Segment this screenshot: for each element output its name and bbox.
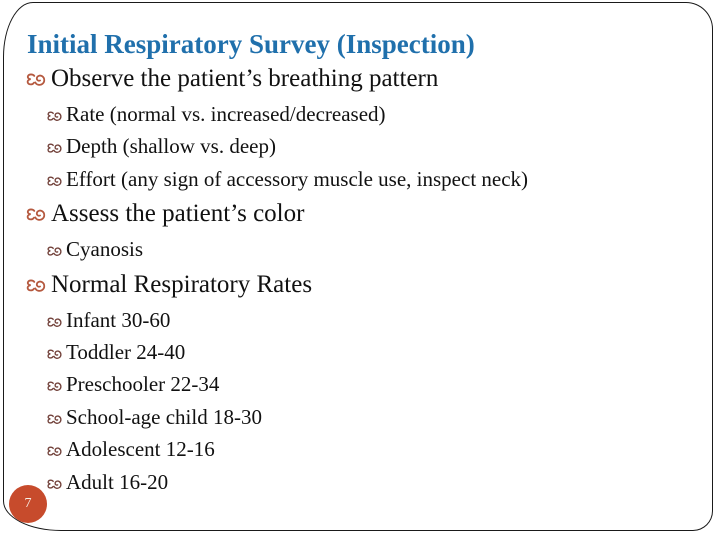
bullet-item: Rate (normal vs. increased/decreased)	[46, 98, 708, 130]
slide-title: Initial Respiratory Survey (Inspection)	[27, 29, 475, 59]
swirl-bullet-icon	[25, 266, 47, 304]
bullet-text: Adult 16-20	[66, 469, 169, 494]
bullet-item: Adult 16-20	[46, 466, 708, 498]
bullet-item: Normal Respiratory Rates	[25, 266, 708, 304]
swirl-bullet-icon	[46, 433, 63, 465]
bullet-item: School-age child 18-30	[46, 401, 708, 433]
bullet-item: Infant 30-60	[46, 304, 708, 336]
bullet-item: Effort (any sign of accessory muscle use…	[46, 163, 708, 195]
bullet-text: Normal Respiratory Rates	[51, 270, 313, 298]
bullet-text: Assess the patient’s color	[51, 200, 305, 228]
slide-body: Observe the patient’s breathing pattern …	[25, 60, 708, 498]
swirl-bullet-icon	[46, 401, 63, 433]
swirl-bullet-icon	[46, 336, 63, 368]
swirl-bullet-icon	[25, 195, 47, 233]
bullet-text: Observe the patient’s breathing pattern	[51, 65, 439, 92]
swirl-bullet-icon	[46, 163, 63, 195]
swirl-bullet-icon	[46, 233, 63, 265]
bullet-text: Depth (shallow vs. deep)	[66, 134, 276, 159]
swirl-bullet-icon	[46, 98, 63, 130]
page-number: 7	[24, 496, 32, 511]
bullet-item: Observe the patient’s breathing pattern	[25, 60, 708, 98]
bullet-text: Infant 30-60	[66, 307, 171, 332]
bullet-text: Rate (normal vs. increased/decreased)	[66, 102, 386, 126]
page-number-badge: 7	[9, 485, 47, 523]
bullet-item: Cyanosis	[46, 233, 708, 265]
bullet-text: Adolescent 12-16	[66, 437, 215, 462]
swirl-bullet-icon	[46, 368, 63, 400]
bullet-text: Cyanosis	[66, 237, 144, 262]
bullet-text: Preschooler 22-34	[66, 372, 220, 397]
bullet-item: Toddler 24-40	[46, 336, 708, 368]
swirl-bullet-icon	[46, 304, 63, 336]
swirl-bullet-icon	[46, 466, 63, 498]
swirl-bullet-icon	[25, 60, 47, 98]
bullet-text: Toddler 24-40	[66, 340, 186, 365]
bullet-text: Effort (any sign of accessory muscle use…	[66, 166, 529, 191]
bullet-item: Preschooler 22-34	[46, 368, 708, 400]
bullet-item: Assess the patient’s color	[25, 195, 708, 233]
swirl-bullet-icon	[46, 130, 63, 162]
bullet-text: School-age child 18-30	[66, 404, 262, 429]
bullet-item: Depth (shallow vs. deep)	[46, 130, 708, 162]
bullet-item: Adolescent 12-16	[46, 433, 708, 465]
